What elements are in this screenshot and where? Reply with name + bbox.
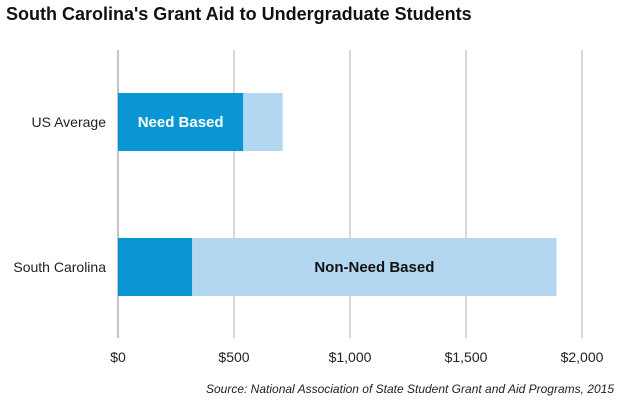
bar-us-average-non-need-based [243, 93, 283, 151]
bar-south-carolina-non-need-based [192, 238, 557, 296]
x-tick-label-2-000: $2,000 [561, 349, 604, 365]
category-label-south-carolina: South Carolina [13, 259, 106, 275]
x-tick-label-1-000: $1,000 [329, 349, 372, 365]
chart-title: South Carolina's Grant Aid to Undergradu… [6, 4, 472, 24]
segment-label-need-based: Need Based [138, 114, 224, 131]
bar-us-average-need-based [118, 93, 244, 151]
x-tick-label-0: $0 [110, 349, 126, 365]
x-tick-label-500: $500 [218, 349, 249, 365]
x-tick-label-1-500: $1,500 [445, 349, 488, 365]
bar-south-carolina-need-based [118, 238, 193, 296]
category-label-us-average: US Average [32, 114, 107, 130]
chart-source-note: Source: National Association of State St… [205, 382, 614, 396]
segment-label-non-need-based: Non-Need Based [314, 259, 434, 276]
